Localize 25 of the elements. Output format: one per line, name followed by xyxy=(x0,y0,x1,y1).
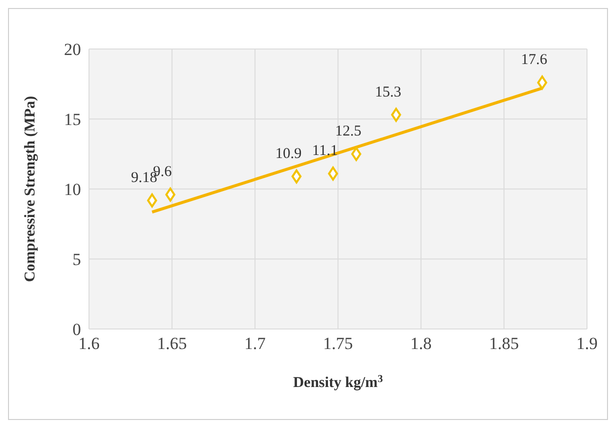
y-tick-label: 5 xyxy=(72,250,81,270)
x-axis-title: Density kg/m$^{3}$ xyxy=(293,374,383,391)
data-label: 17.6 xyxy=(521,52,548,68)
x-tick-label: 1.75 xyxy=(323,334,353,354)
point xyxy=(165,188,176,202)
x-tick-label: 1.7 xyxy=(244,334,266,354)
x-tick-label: 1.9 xyxy=(576,334,598,354)
point xyxy=(537,76,548,90)
y-axis-title: Compressive Strength (MPa) xyxy=(22,96,38,282)
y-tick-label: 20 xyxy=(64,40,81,60)
data-label: 12.5 xyxy=(335,123,362,140)
point xyxy=(351,147,362,161)
y-tick-label: 0 xyxy=(72,320,81,340)
point xyxy=(147,193,158,208)
point xyxy=(391,108,402,122)
y-tick-label: 10 xyxy=(64,180,81,200)
data-label: 11.1 xyxy=(312,143,338,160)
data-label: 15.3 xyxy=(374,84,402,100)
x-tick-label: 1.65 xyxy=(157,334,187,354)
x-tick-label: 1.6 xyxy=(78,334,100,354)
y-tick-label: 15 xyxy=(64,110,81,130)
x-tick-label: 1.8 xyxy=(410,334,432,354)
x-tick-label: 1.85 xyxy=(489,334,519,354)
data-label: 10.9 xyxy=(275,146,302,162)
point xyxy=(328,166,338,181)
